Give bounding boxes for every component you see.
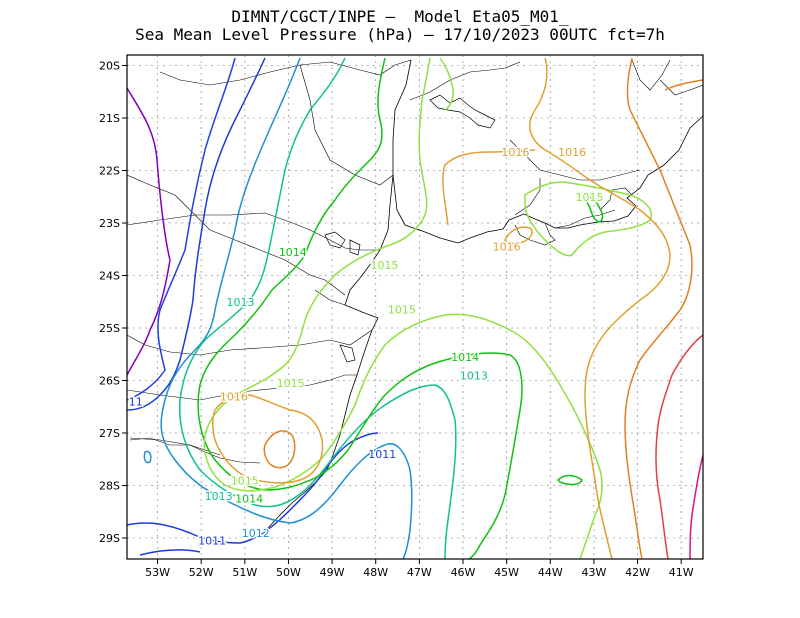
title-line-1: DIMNT/CGCT/INPE – Model Eta05_M01_ (231, 7, 569, 26)
isobar-1012 (160, 57, 413, 559)
lat-tick-label: 27S (99, 427, 120, 440)
isobar-1017-cell (263, 430, 296, 469)
isobar-label: 1013 (205, 490, 233, 503)
page-title: DIMNT/CGCT/INPE – Model Eta05_M01_ Sea M… (0, 8, 800, 44)
isobar-1015-east (524, 181, 652, 257)
lon-tick-label: 46W (451, 566, 476, 579)
isobar-1014 (197, 57, 523, 559)
isobar-label: 1014 (235, 493, 263, 506)
lat-tick-label: 26S (99, 375, 120, 388)
lon-tick-label: 47W (407, 566, 432, 579)
isobar-label: 1016 (558, 146, 586, 159)
isobar-label: 1012 (242, 527, 270, 540)
lon-tick-label: 42W (625, 566, 650, 579)
isobar-1010 (127, 57, 236, 401)
isobar-label: 1016 (493, 241, 521, 254)
isobar-label: 1013 (226, 296, 254, 309)
lon-tick-label: 48W (363, 566, 388, 579)
isobar-label: 1015 (388, 304, 416, 317)
isobar-1015-nw (439, 57, 454, 111)
lon-tick-label: 45W (494, 566, 519, 579)
contour-labels: 1016 101610151016101410151013101510141013… (127, 145, 605, 550)
lat-tick-label: 28S (99, 480, 120, 493)
isobar-label: 1014 (451, 351, 479, 364)
isobar-label: 1011 (368, 448, 396, 461)
map-gridlines (127, 55, 703, 559)
isobar-1009 (127, 87, 171, 376)
plot-frame (126, 54, 704, 560)
isobar-label: 1016 (220, 390, 248, 403)
isobar-1016-east (529, 57, 671, 559)
title-line-2: Sea Mean Level Pressure (hPa) – 17/10/20… (135, 25, 665, 44)
lat-tick-label: 25S (99, 322, 120, 335)
isobar-1017-east (624, 57, 693, 559)
isobar-1017-ne (664, 79, 703, 91)
lat-tick-label: 21S (99, 112, 120, 125)
isobar-label: 1015 (370, 259, 398, 272)
isobar-label: 1015 (277, 377, 305, 390)
isobar-1019-east (689, 454, 703, 559)
lon-tick-label: 52W (189, 566, 214, 579)
state-boundaries (127, 59, 703, 464)
axis-ticks: 53W 52W 51W 50W 49W 48W 47W 46W 45W 44W 43W 42W 41W 2… (99, 60, 694, 580)
lat-tick-label: 22S (99, 165, 120, 178)
isobar-1018-east (655, 334, 703, 559)
lon-tick-label: 53W (145, 566, 170, 579)
isobar-1010-cell (143, 450, 152, 464)
isobar-1016-cell (504, 226, 533, 245)
lon-tick-label: 50W (276, 566, 301, 579)
isobars (127, 57, 703, 559)
isobar-label: 1015 (576, 191, 604, 204)
lat-tick-label: 24S (99, 270, 120, 283)
isobar-label: 1013 (460, 369, 488, 382)
lon-tick-label: 49W (320, 566, 345, 579)
lat-tick-label: 20S (99, 60, 120, 73)
isobar-label: 1015 (231, 474, 259, 487)
isobar-label: 11 (129, 396, 143, 409)
isobar-label: 1011 (198, 535, 226, 548)
lon-tick-label: 44W (538, 566, 563, 579)
isobar-1013 (178, 57, 457, 559)
lon-tick-label: 51W (232, 566, 257, 579)
reservoirs (324, 94, 496, 363)
isobar-label: 1016 (501, 146, 529, 159)
isobar-1016-north (442, 149, 536, 226)
lon-tick-label: 43W (581, 566, 606, 579)
lat-tick-label: 23S (99, 217, 120, 230)
isobar-1015 (203, 57, 603, 559)
isobar-1014-cell (556, 474, 583, 486)
isobar-1011-west (127, 57, 266, 411)
isobar-1016-sw (212, 394, 324, 484)
isobar-1014-east (584, 196, 604, 223)
lat-tick-label: 29S (99, 532, 120, 545)
isobar-label: 1014 (279, 246, 307, 259)
isobar-1011-south2 (139, 549, 201, 556)
lon-tick-label: 41W (669, 566, 694, 579)
